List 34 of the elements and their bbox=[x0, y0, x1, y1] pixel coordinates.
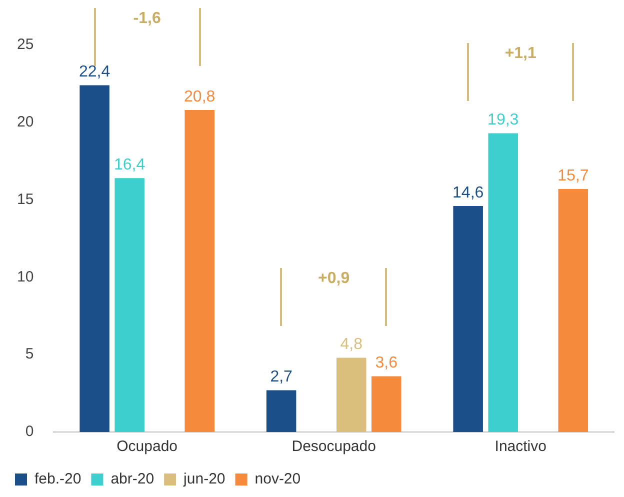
bar bbox=[80, 85, 110, 432]
text: -1,6 bbox=[133, 10, 161, 28]
x-tick-label: Inactivo bbox=[494, 438, 546, 456]
data-label: 15,7 bbox=[558, 167, 589, 184]
data-label: 16,4 bbox=[114, 156, 146, 174]
bar bbox=[558, 188, 588, 432]
data-label: 19,3 bbox=[488, 112, 519, 129]
y-tick-label: 15 bbox=[16, 190, 34, 208]
data-label: 14,6 bbox=[452, 184, 484, 202]
annotation: +0,9 bbox=[318, 270, 350, 288]
y-tick-label: 25 bbox=[16, 36, 34, 54]
x-tick-label: Ocupado bbox=[116, 438, 178, 456]
y-tick-label: 10 bbox=[16, 268, 34, 286]
data-label: 3,6 bbox=[375, 354, 398, 372]
legend-label: nov-20 bbox=[254, 470, 301, 488]
y-tick-label: 0 bbox=[25, 423, 34, 440]
legend-label: jun-20 bbox=[182, 470, 226, 488]
data-label: 2,7 bbox=[270, 368, 293, 386]
bar bbox=[488, 133, 518, 432]
bar bbox=[184, 110, 214, 432]
legend-label: abr-20 bbox=[110, 470, 154, 488]
y-tick-label: 20 bbox=[16, 114, 34, 131]
data-label: 4,8 bbox=[340, 336, 363, 354]
bar bbox=[453, 206, 483, 432]
bar bbox=[371, 376, 402, 432]
y-tick-label: 5 bbox=[25, 346, 34, 363]
bar bbox=[266, 390, 296, 432]
data-label: 22,4 bbox=[78, 64, 110, 81]
legend-label: feb.-20 bbox=[34, 470, 82, 488]
data-label: 20,8 bbox=[184, 88, 216, 106]
bar bbox=[114, 178, 144, 432]
annotation: +1,1 bbox=[504, 45, 536, 64]
bar bbox=[336, 358, 366, 432]
x-tick-label: Desocupado bbox=[292, 438, 376, 456]
